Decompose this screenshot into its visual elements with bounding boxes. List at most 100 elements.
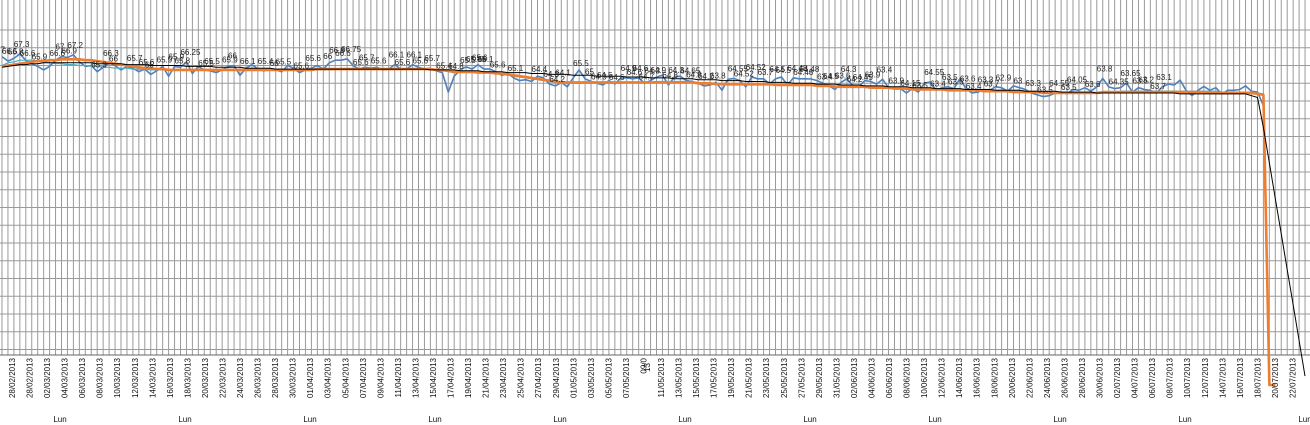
- data-label: 63: [1013, 77, 1022, 86]
- data-label: 65.6: [371, 56, 387, 65]
- x-tick-label: 26/06/2013: [1060, 357, 1069, 398]
- data-label: 64.48: [793, 68, 814, 77]
- x-tick-label: 14/03/2013: [148, 357, 157, 398]
- x-tick-label: 22/06/2013: [1025, 357, 1034, 398]
- data-label: 64.45: [853, 73, 874, 82]
- data-label: 66: [109, 55, 118, 64]
- x-group-label: Lun: [428, 415, 441, 424]
- data-label: 65.6: [413, 56, 429, 65]
- x-tick-label: 07/04/2013: [359, 357, 368, 398]
- data-label: 66: [323, 52, 332, 61]
- data-label: 66.9: [61, 47, 77, 56]
- x-tick-label: 21/05/2013: [745, 357, 754, 398]
- data-label: 64.6: [627, 68, 643, 77]
- data-label: 66.1: [240, 57, 256, 66]
- data-label: 63.8: [1097, 64, 1113, 73]
- x-tick-label: 14/07/2013: [1218, 357, 1227, 398]
- x-tick-label: 29/04/2013: [552, 357, 561, 398]
- data-label: 64.5: [775, 66, 791, 75]
- x-tick-label: 05/05/2013: [604, 357, 613, 398]
- data-label: 63.9: [889, 77, 905, 86]
- data-label: 65.5: [198, 59, 214, 68]
- data-label: 66.6: [20, 49, 36, 58]
- x-tick-label: 20/06/2013: [1008, 357, 1017, 398]
- x-tick-label: 19/05/2013: [727, 357, 736, 398]
- data-label: 64.55: [728, 64, 749, 73]
- x-tick-label: 14/06/2013: [955, 357, 964, 398]
- x-tick-label: 31/05/2013: [832, 357, 841, 398]
- x-tick-label: 28/02/2013: [8, 357, 17, 398]
- data-label: 63.6: [835, 71, 851, 80]
- x-tick-label: 02/06/2013: [850, 357, 859, 398]
- x-tick-label: 18/06/2013: [990, 357, 999, 398]
- data-label: 63.4: [817, 72, 833, 81]
- x-tick-label: 19/04/2013: [464, 357, 473, 398]
- data-label: 64.5: [823, 72, 839, 81]
- data-label: 63.5: [942, 73, 958, 82]
- data-label: 63.7: [758, 68, 774, 77]
- data-label: 65.7: [424, 54, 440, 63]
- data-label: 63.3: [978, 75, 994, 84]
- data-label: 65: [145, 60, 154, 69]
- x-tick-label: 13: [643, 362, 652, 371]
- data-label: 64.8: [448, 62, 464, 71]
- data-label: 64.2: [698, 72, 714, 81]
- data-label: 66.1: [389, 51, 405, 60]
- x-tick-label: 04/07/2013: [1131, 357, 1140, 398]
- data-label: 64.9: [621, 64, 637, 73]
- x-tick-label: 04/06/2013: [867, 357, 876, 398]
- x-tick-label: 25/05/2013: [780, 357, 789, 398]
- x-tick-label: 11/04/2013: [394, 357, 403, 397]
- data-label: 66.5: [2, 47, 18, 56]
- data-label: 65.8: [175, 56, 191, 65]
- x-tick-label: 01/05/2013: [569, 357, 578, 398]
- x-tick-label: 10/03/2013: [113, 357, 122, 398]
- data-label: 65.6: [395, 58, 411, 67]
- series-line-3: [1, 57, 1276, 387]
- x-tick-label: 22/07/2013: [1288, 357, 1297, 398]
- data-label: 64.6: [633, 64, 649, 73]
- data-label: 63.5: [1061, 83, 1077, 92]
- x-tick-label: 27/04/2013: [534, 357, 543, 398]
- data-label: 65.6: [294, 62, 310, 71]
- data-label: 63.8: [710, 71, 726, 80]
- x-tick-label: 28/02/2013: [26, 357, 35, 398]
- data-label: 66.6: [329, 46, 345, 55]
- data-label: 65.7: [359, 53, 375, 62]
- x-tick-label: 16/06/2013: [973, 357, 982, 398]
- x-tick-label: 12/03/2013: [131, 357, 140, 398]
- x-tick-label: 13/05/2013: [675, 357, 684, 398]
- data-label: 66.8: [8, 47, 24, 56]
- x-tick-label: 05/04/2013: [341, 357, 350, 398]
- data-label: 64.5: [597, 71, 613, 80]
- data-label: 64.6: [609, 73, 625, 82]
- chart-series: [1, 53, 1306, 387]
- data-label: 64.52: [734, 70, 755, 79]
- data-label: 67.3: [14, 40, 30, 49]
- x-tick-label: 29/05/2013: [815, 357, 824, 398]
- data-label: 65.6: [353, 58, 369, 67]
- x-tick-label: 02/07/2013: [1113, 357, 1122, 398]
- x-tick-label: 30/03/2013: [289, 357, 298, 398]
- x-tick-label: 04/03/2013: [61, 357, 70, 398]
- x-group-label: Lun: [803, 415, 816, 424]
- data-label: 63.4: [877, 65, 893, 74]
- x-tick-label: 30/06/2013: [1096, 357, 1105, 398]
- data-label: 64.65: [680, 67, 701, 76]
- series-line-4: [1, 62, 1306, 377]
- x-group-label: Lun: [178, 415, 191, 424]
- data-label: 66: [270, 59, 279, 68]
- x-tick-label: 06/07/2013: [1148, 357, 1157, 398]
- data-label: 63.7: [984, 79, 1000, 88]
- data-label: 66.25: [180, 48, 201, 57]
- data-label: 65.1: [508, 64, 524, 73]
- x-tick-label: 01/04/2013: [306, 357, 315, 398]
- data-label: 63.9: [865, 70, 881, 79]
- data-label: 64.48: [799, 65, 820, 74]
- data-label: 64.55: [924, 68, 945, 77]
- x-tick-label: 06/03/2013: [78, 357, 87, 398]
- x-tick-label: 26/03/2013: [254, 357, 263, 398]
- data-label: 62.9: [996, 74, 1012, 83]
- x-tick-label: 08/07/2013: [1166, 357, 1175, 398]
